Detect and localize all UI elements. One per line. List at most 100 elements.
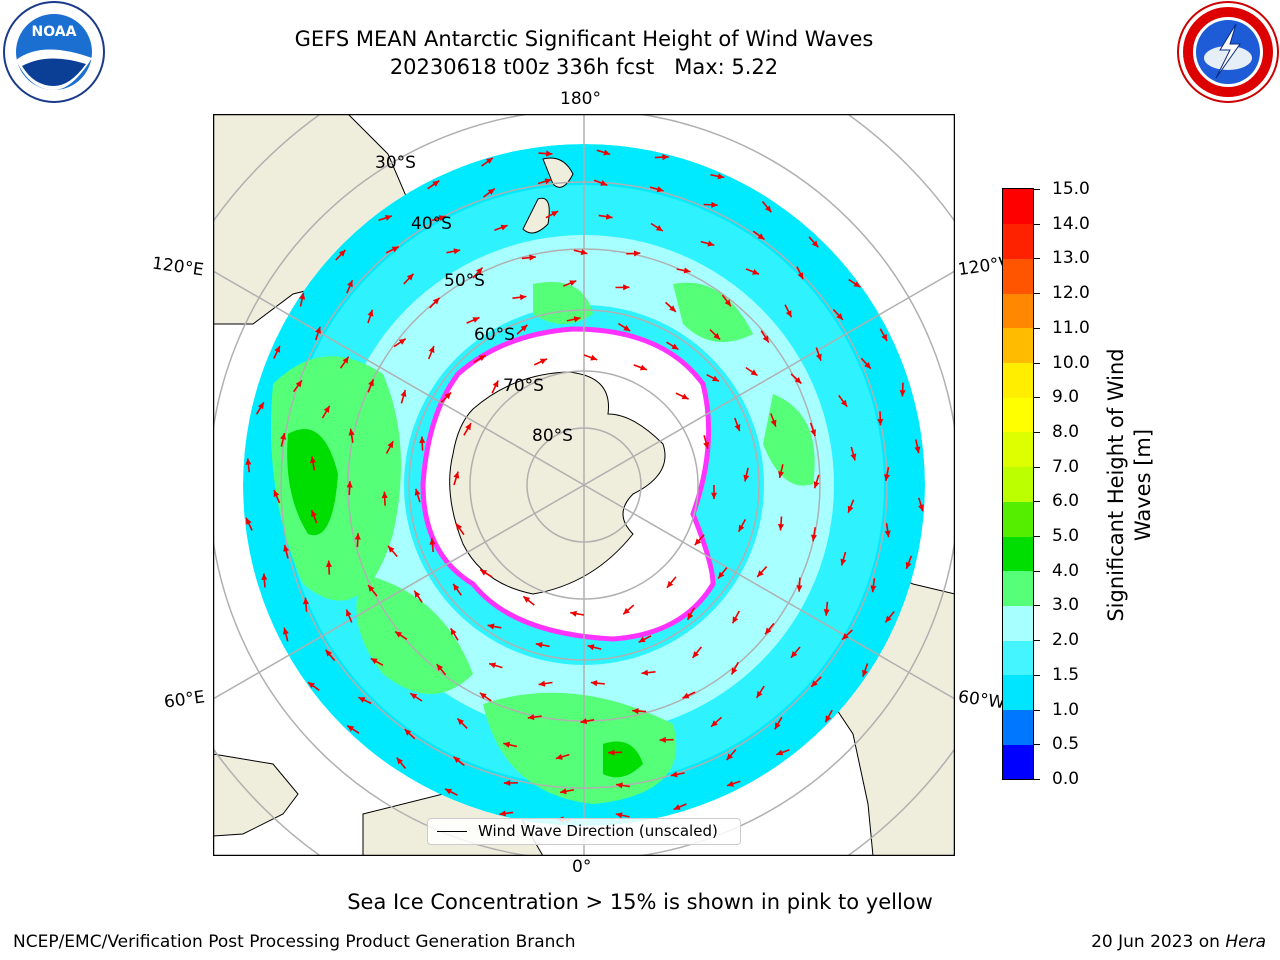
wave-direction-arrowhead bbox=[616, 782, 623, 789]
wave-direction-arrowhead bbox=[438, 215, 446, 221]
wave-direction-arrowhead bbox=[885, 615, 892, 623]
wave-direction-arrowhead bbox=[258, 402, 264, 410]
wave-direction-arrowhead bbox=[444, 392, 452, 400]
colorbar-segment bbox=[1003, 501, 1033, 537]
wave-direction-arrowhead bbox=[479, 692, 487, 699]
wave-direction-arrowhead bbox=[711, 201, 718, 208]
colorbar-tick-label: 9.0 bbox=[1052, 387, 1080, 408]
wave-direction-arrowhead bbox=[455, 523, 462, 531]
colorbar-tick bbox=[1034, 501, 1040, 503]
wave-direction-arrowhead bbox=[432, 297, 440, 305]
colorbar-tick bbox=[1034, 397, 1040, 399]
colorbar-tick-label: 14.0 bbox=[1052, 213, 1090, 234]
wave-direction-arrowhead bbox=[325, 560, 332, 567]
wave-direction-arrowhead bbox=[778, 471, 784, 478]
wave-direction-arrowhead bbox=[791, 651, 798, 658]
wave-direction-arrowhead bbox=[453, 583, 460, 591]
wave-direction-arrowhead bbox=[905, 561, 912, 569]
wave-direction-arrowhead bbox=[673, 804, 681, 810]
wave-patch bbox=[673, 282, 753, 342]
colorbar-tick-label: 2.0 bbox=[1052, 630, 1080, 651]
wave-direction-arrowhead bbox=[500, 224, 508, 231]
colorbar-tick bbox=[1034, 536, 1040, 538]
colorbar-tick-label: 15.0 bbox=[1052, 179, 1090, 199]
colorbar-tick bbox=[1034, 674, 1040, 676]
colorbar-tick-label: 13.0 bbox=[1052, 248, 1090, 269]
wave-direction-arrowhead bbox=[732, 616, 739, 624]
colorbar-tick bbox=[1034, 189, 1040, 190]
wave-direction-arrowhead bbox=[450, 628, 457, 636]
wave-direction-arrowhead bbox=[712, 375, 719, 382]
colorbar-tick-label: 0.0 bbox=[1052, 769, 1080, 789]
wave-direction-arrowhead bbox=[738, 524, 745, 532]
wave-direction-arrowhead bbox=[282, 627, 289, 635]
wave-direction-arrowhead bbox=[406, 273, 414, 281]
wave-direction-arrowhead bbox=[457, 718, 464, 726]
wave-direction-arrowhead bbox=[840, 399, 848, 407]
colorbar-segment bbox=[1003, 744, 1033, 780]
wave-direction-arrowhead bbox=[311, 510, 317, 518]
colorbar-tick-label: 11.0 bbox=[1052, 317, 1090, 338]
wave-direction-arrowhead bbox=[864, 362, 871, 369]
wave-direction-arrowhead bbox=[472, 317, 480, 323]
colorbar-segment bbox=[1003, 223, 1033, 259]
wave-direction-arrowhead bbox=[711, 492, 717, 499]
colorbar-tick bbox=[1034, 570, 1040, 572]
lat-label-80: 80°S bbox=[532, 426, 573, 446]
colorbar-tick bbox=[1034, 293, 1040, 295]
colorbar-segment bbox=[1003, 362, 1033, 398]
wave-direction-arrowhead bbox=[765, 627, 772, 635]
wave-direction-arrowhead bbox=[487, 623, 495, 630]
wave-direction-arrowhead bbox=[295, 380, 302, 388]
wave-direction-arrowhead bbox=[776, 749, 784, 756]
wave-patch bbox=[763, 394, 815, 486]
wave-direction-arrowhead bbox=[669, 305, 676, 312]
wave-direction-arrowhead bbox=[388, 545, 395, 553]
lon-label-60w: 60°W bbox=[956, 686, 1005, 714]
lon-label-60e: 60°E bbox=[162, 687, 207, 713]
colorbar-tick-label: 7.0 bbox=[1052, 456, 1080, 477]
wave-direction-arrowhead bbox=[342, 356, 349, 364]
wave-direction-arrowhead bbox=[551, 211, 559, 217]
wave-direction-arrowhead bbox=[410, 693, 418, 700]
wave-direction-arrowhead bbox=[538, 680, 546, 687]
wave-direction-arrowhead bbox=[428, 346, 435, 353]
wave-direction-arrowhead bbox=[347, 280, 353, 288]
wave-direction-arrowhead bbox=[811, 240, 819, 248]
wave-direction-arrowhead bbox=[794, 377, 802, 384]
chart-subtitle: 20230618 t00z 336h fcst Max: 5.22 bbox=[389, 55, 779, 79]
wave-direction-arrowhead bbox=[480, 569, 487, 576]
wave-direction-arrowhead bbox=[726, 753, 733, 761]
wave-patch bbox=[483, 692, 677, 804]
colorbar-tick bbox=[1034, 605, 1040, 607]
wave-direction-arrowhead bbox=[347, 725, 355, 732]
colorbar-tick bbox=[1034, 640, 1040, 642]
wave-direction-arrowhead bbox=[765, 205, 772, 213]
wave-direction-arrowhead bbox=[453, 756, 461, 763]
wave-direction-arrowhead bbox=[774, 722, 781, 730]
wave-direction-arrowhead bbox=[273, 490, 280, 498]
wave-direction-arrowhead bbox=[387, 441, 394, 449]
wave-direction-arrowhead bbox=[750, 369, 758, 376]
colorbar-tick-label: 6.0 bbox=[1052, 491, 1080, 512]
wave-direction-arrowhead bbox=[280, 433, 287, 440]
wave-direction-arrowhead bbox=[368, 379, 374, 387]
wave-direction-arrowhead bbox=[398, 338, 406, 345]
machine-name: Hera bbox=[1225, 932, 1266, 952]
colorbar-segment bbox=[1003, 293, 1033, 329]
wave-direction-arrowhead bbox=[638, 636, 646, 643]
wave-direction-arrowhead bbox=[683, 267, 691, 274]
wave-direction-arrowhead bbox=[580, 249, 588, 255]
wave-direction-arrowhead bbox=[632, 708, 639, 715]
colorbar-tick-label: 0.5 bbox=[1052, 734, 1080, 755]
wave-direction-arrowhead bbox=[520, 324, 528, 332]
wave-direction-arrowhead bbox=[274, 345, 280, 353]
colorbar-segment bbox=[1003, 189, 1033, 225]
wave-direction-arrowhead bbox=[555, 753, 563, 760]
colorbar bbox=[1002, 188, 1034, 780]
wave-direction-arrowhead bbox=[478, 355, 486, 361]
wave-direction-arrowhead bbox=[587, 644, 595, 651]
wave-direction-arrowhead bbox=[633, 250, 641, 257]
wave-direction-arrowhead bbox=[656, 186, 664, 193]
wave-direction-arrowhead bbox=[703, 441, 710, 449]
